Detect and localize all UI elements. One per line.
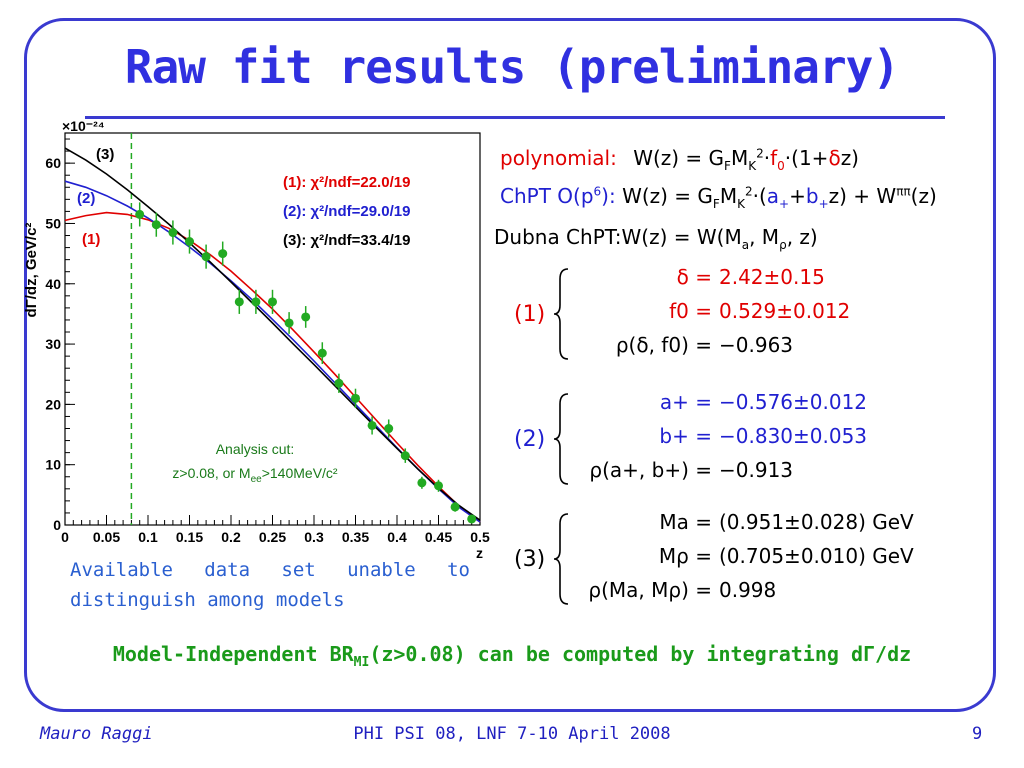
data-point <box>417 478 427 488</box>
x-tick-label: 0.5 <box>470 529 490 545</box>
data-point <box>434 481 443 491</box>
data-point <box>317 348 327 358</box>
y-multiplier: ×10⁻²⁴ <box>62 118 105 134</box>
data-point <box>234 297 244 307</box>
param-value: 0.998 <box>719 578 777 602</box>
note-word: set <box>281 559 316 581</box>
title-underline <box>85 116 945 119</box>
curve-label: (2) <box>77 190 95 207</box>
x-tick-label: 0.45 <box>425 529 452 545</box>
curve-label: (3) <box>96 146 114 163</box>
data-point <box>367 420 377 430</box>
data-point <box>251 297 261 307</box>
y-axis-label: dΓ/dz, GeV/c² <box>23 223 40 318</box>
param-group-brace <box>553 268 569 360</box>
fit-curve-3 <box>64 147 481 521</box>
dubna-label: Dubna ChPT: <box>494 225 622 249</box>
x-tick-label: 0.3 <box>304 529 324 545</box>
note-available-data: Available data set unable to distinguish amo… <box>70 555 470 615</box>
analysis-cut-text-line1: Analysis cut: <box>216 441 295 457</box>
slide-title: Raw fit results (preliminary) <box>124 40 900 94</box>
legend-entry: (3): χ²/ndf=33.4/19 <box>283 232 410 249</box>
param-name: b+ = <box>659 424 712 448</box>
mi-statement: Model-Independent BRMI(z>0.08) can be co… <box>112 642 912 670</box>
param-value: −0.963 <box>719 333 794 357</box>
param-name: Mρ = <box>658 544 712 568</box>
param-value: (0.951±0.028) GeV <box>719 510 914 534</box>
note-word: data <box>204 559 251 581</box>
y-tick-label: 20 <box>45 396 61 412</box>
param-group-brace <box>553 393 569 485</box>
legend-entry: (1): χ²/ndf=22.0/19 <box>283 174 410 191</box>
note-line-2: distinguish among models <box>70 589 345 611</box>
param-value: (0.705±0.010) GeV <box>719 544 914 568</box>
x-tick-label: 0.2 <box>221 529 241 545</box>
data-point <box>450 502 460 512</box>
param-name: a+ = <box>659 390 712 414</box>
footer-author: Mauro Raggi <box>40 724 153 744</box>
param-value: −0.830±0.053 <box>719 424 868 448</box>
data-point <box>400 451 410 461</box>
analysis-cut-text-line2: z>0.08, or Mee>140MeV/c² <box>172 465 338 485</box>
y-tick-label: 60 <box>45 155 61 171</box>
param-value: 0.529±0.012 <box>719 299 851 323</box>
data-point <box>201 252 211 262</box>
data-point <box>185 237 194 247</box>
data-point <box>384 424 394 434</box>
param-group-label: (2) <box>514 427 546 452</box>
y-tick-label: 40 <box>45 276 61 292</box>
x-tick-label: 0.05 <box>93 529 120 545</box>
param-value: −0.913 <box>719 458 794 482</box>
data-point <box>151 220 161 230</box>
footer-conference: PHI PSI 08, LNF 7-10 April 2008 <box>353 724 671 744</box>
curve-label: (1) <box>82 231 100 248</box>
data-point <box>218 249 228 259</box>
note-word: to <box>447 559 470 581</box>
formula-dubna: Dubna ChPT:W(z) = W(Ma, Mρ, z) <box>494 225 818 252</box>
x-tick-label: 0.1 <box>138 529 158 545</box>
x-tick-label: 0.25 <box>259 529 286 545</box>
param-name: ρ(δ, f0) = <box>615 333 712 357</box>
x-tick-label: 0.15 <box>176 529 203 545</box>
formula-polynomial: polynomial: W(z) = GFMK2·f0·(1+δz) <box>500 146 859 173</box>
data-point <box>467 514 477 524</box>
data-point <box>168 228 178 238</box>
chpt-label: ChPT O(p <box>500 184 594 208</box>
y-tick-label: 0 <box>53 517 61 533</box>
note-word: unable <box>347 559 416 581</box>
param-name: δ = <box>676 265 712 289</box>
x-tick-label: 0.35 <box>342 529 369 545</box>
legend-entry: (2): χ²/ndf=29.0/19 <box>283 203 410 220</box>
data-point <box>351 393 360 403</box>
param-name: Ma = <box>659 510 712 534</box>
footer-page-number: 9 <box>972 724 983 744</box>
formula-chpt: ChPT O(p6): W(z) = GFMK2·(a++b+z) + Wππ(… <box>500 184 937 211</box>
data-point <box>301 312 311 322</box>
data-point <box>268 297 277 307</box>
x-tick-label: 0 <box>61 529 69 545</box>
param-name: f0 = <box>669 299 712 323</box>
x-axis-label: z <box>476 545 483 561</box>
param-group-brace <box>553 513 569 605</box>
note-line-1: Available data set unable to <box>70 555 470 585</box>
x-tick-label: 0.4 <box>387 529 407 545</box>
data-point <box>334 378 344 388</box>
y-tick-label: 30 <box>45 336 61 352</box>
param-value: −0.576±0.012 <box>719 390 868 414</box>
param-name: ρ(a+, b+) = <box>589 458 712 482</box>
data-point <box>284 318 294 328</box>
polynomial-label: polynomial: <box>500 146 617 170</box>
param-value: 2.42±0.15 <box>719 265 825 289</box>
note-word: Available <box>70 559 173 581</box>
param-name: ρ(Ma, Mρ) = <box>588 578 712 602</box>
y-tick-label: 10 <box>45 457 61 473</box>
y-tick-label: 50 <box>45 215 61 231</box>
data-point <box>135 209 145 219</box>
param-group-label: (3) <box>514 547 546 572</box>
param-group-label: (1) <box>514 302 546 327</box>
slide-frame <box>24 18 996 712</box>
